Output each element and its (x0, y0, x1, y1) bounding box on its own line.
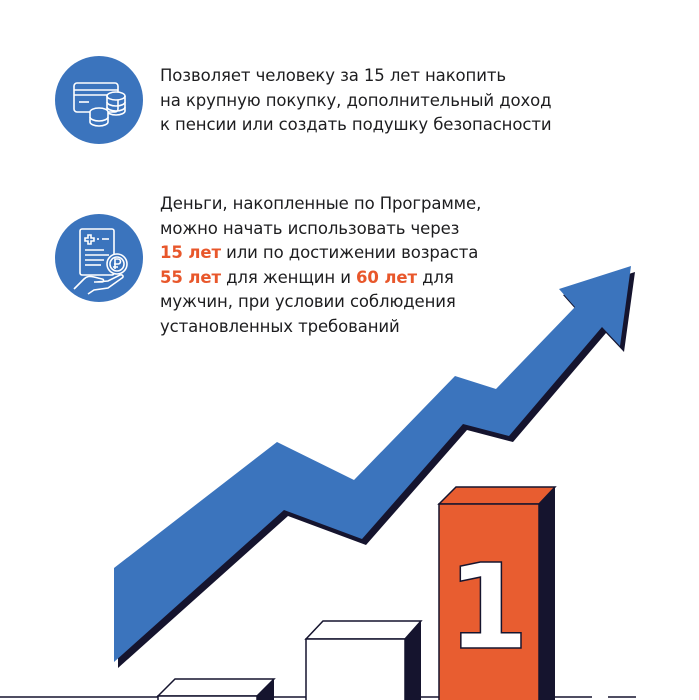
text-segment: мужчин, при условии соблюдения (160, 292, 456, 311)
podium-bar-small (156, 678, 276, 700)
growth-arrow (114, 266, 631, 662)
text-segment: к пенсии или создать подушку безопасност… (160, 115, 552, 134)
text-segment: Деньги, накопленные по Программе, (160, 194, 482, 213)
text-segment: можно начать использовать через (160, 218, 460, 238)
document-ruble-hand-icon (55, 214, 143, 302)
text-segment: или по достижении возраста (220, 243, 479, 262)
winner-number: 1 (447, 538, 529, 676)
text-line: можно начать использовать через (160, 217, 481, 242)
text-segment: на крупную покупку, дополнительный доход (160, 90, 552, 110)
text-line: к пенсии или создать подушку безопасност… (160, 113, 552, 138)
text-line: 15 лет или по достижении возраста (160, 241, 481, 266)
text-line: на крупную покупку, дополнительный доход (160, 89, 552, 114)
text-line: Деньги, накопленные по Программе, (160, 192, 481, 217)
text-line: 55 лет для женщин и 60 лет для (160, 266, 481, 291)
text-segment: для женщин и (220, 267, 356, 287)
benefit-text-withdrawal: Деньги, накопленные по Программе, можно н… (160, 192, 481, 339)
podium-bar-medium (304, 620, 423, 700)
benefit-text-savings: Позволяет человеку за 15 лет накопить на … (160, 64, 552, 138)
podium-bar-winner: 1 (437, 486, 557, 700)
text-line: Позволяет человеку за 15 лет накопить (160, 64, 551, 89)
text-line: мужчин, при условии соблюдения (160, 290, 481, 315)
highlighted-term: 60 лет (356, 267, 417, 287)
text-segment: для (416, 267, 454, 287)
highlighted-term: 55 лет (160, 267, 221, 287)
text-line: установленных требований (160, 315, 481, 340)
highlighted-term: 15 лет (160, 243, 221, 262)
text-segment: Позволяет человеку за 15 лет накопить (160, 66, 506, 85)
card-coins-icon (55, 56, 143, 144)
text-segment: установленных требований (160, 316, 400, 336)
